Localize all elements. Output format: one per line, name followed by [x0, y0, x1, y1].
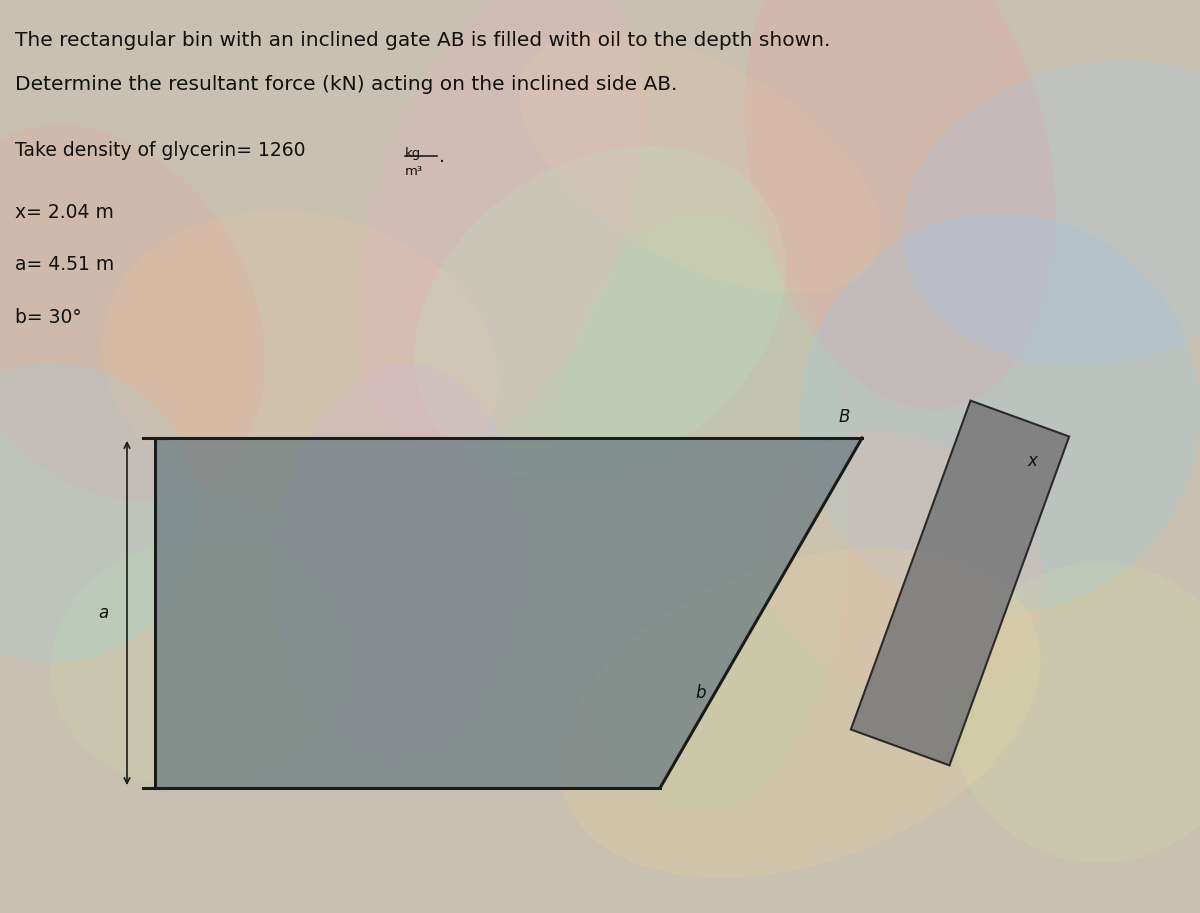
Ellipse shape [0, 363, 200, 663]
Text: kg: kg [406, 147, 421, 160]
Text: x= 2.04 m: x= 2.04 m [14, 203, 114, 222]
Ellipse shape [550, 213, 850, 813]
Ellipse shape [800, 213, 1200, 613]
Ellipse shape [50, 538, 349, 789]
Text: Take density of glycerin= 1260: Take density of glycerin= 1260 [14, 141, 306, 160]
Text: x: x [1027, 452, 1037, 469]
Text: m³: m³ [406, 165, 424, 178]
Polygon shape [155, 438, 862, 788]
Ellipse shape [275, 363, 526, 763]
Text: The rectangular bin with an inclined gate AB is filled with oil to the depth sho: The rectangular bin with an inclined gat… [14, 31, 830, 50]
Ellipse shape [356, 0, 643, 453]
Ellipse shape [756, 431, 1044, 695]
Ellipse shape [0, 125, 265, 501]
Text: a: a [98, 604, 109, 622]
Ellipse shape [902, 60, 1200, 365]
Text: a= 4.51 m: a= 4.51 m [14, 255, 114, 274]
Text: Determine the resultant force (kN) acting on the inclined side AB.: Determine the resultant force (kN) actin… [14, 75, 677, 94]
Ellipse shape [950, 563, 1200, 863]
Text: B: B [839, 408, 850, 426]
Ellipse shape [559, 548, 1040, 878]
Polygon shape [851, 401, 1069, 765]
Ellipse shape [414, 146, 786, 480]
Text: b: b [695, 684, 706, 702]
Ellipse shape [744, 0, 1056, 410]
Ellipse shape [102, 211, 498, 516]
Text: b= 30°: b= 30° [14, 308, 82, 327]
Ellipse shape [518, 33, 882, 294]
Text: .: . [439, 147, 445, 166]
